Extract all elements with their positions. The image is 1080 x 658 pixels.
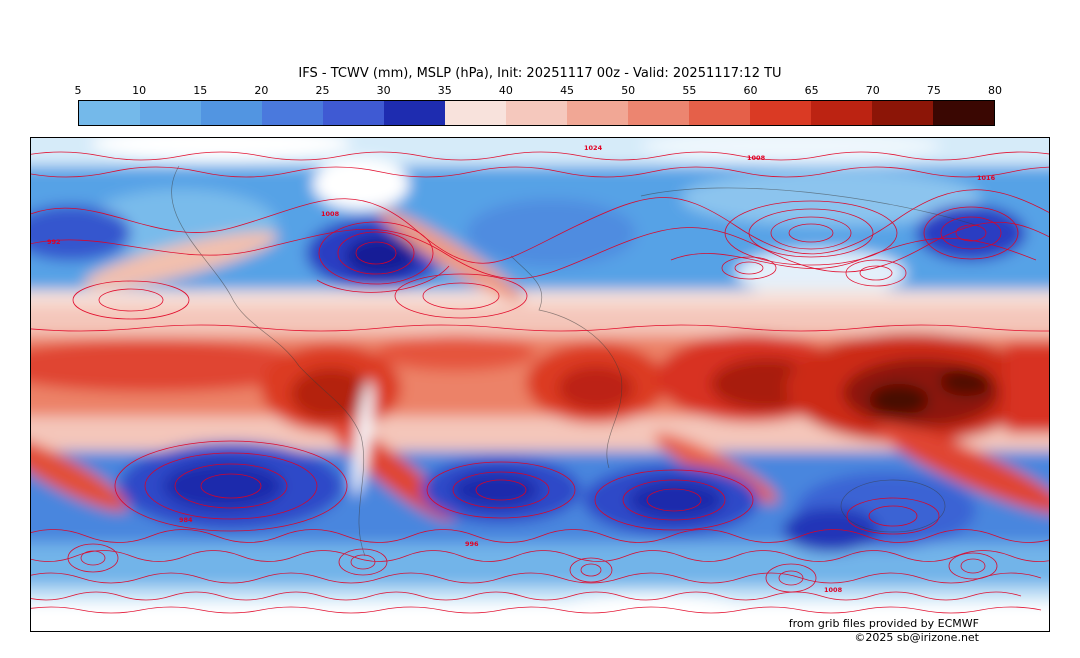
colorbar-cell [811,101,872,125]
colorbar-cell [445,101,506,125]
tcwv-field [31,138,1049,631]
contour-label: 1008 [321,210,340,218]
colorbar-cell [750,101,811,125]
colorbar-tick: 80 [988,84,1002,97]
contour-label: 1008 [747,154,766,162]
colorbar-cell [201,101,262,125]
colorbar-tick: 15 [193,84,208,97]
colorbar-cell [628,101,689,125]
attribution: from grib files provided by ECMWF ©2025 … [789,617,979,645]
colorbar-tick: 70 [865,84,880,97]
colorbar-cell [79,101,140,125]
mslp-contours [31,151,1049,614]
contour-label: 996 [465,540,479,548]
colorbar-cells [78,100,995,126]
colorbar-cell [262,101,323,125]
map-frame: 1024 1008 992 1008 1016 996 984 1008 fro… [30,137,1050,644]
colorbar-cell [689,101,750,125]
colorbar-tick: 75 [926,84,941,97]
contour-label: 1016 [977,174,996,182]
contour-label: 1024 [584,144,603,152]
colorbar-cell [384,101,445,125]
colorbar-cell [567,101,628,125]
attribution-source: from grib files provided by ECMWF [788,617,979,630]
colorbar-ticks: 5 10 15 20 25 30 35 40 45 50 55 60 65 70 75 80 [74,84,1003,98]
chart-title: IFS - TCWV (mm), MSLP (hPa), Init: 20251… [298,66,782,81]
colorbar-cell [872,101,933,125]
colorbar-tick: 60 [743,84,758,97]
colorbar-cell [506,101,567,125]
colorbar-tick: 65 [804,84,819,97]
map-canvas: 1024 1008 992 1008 1016 996 984 1008 [31,138,1049,631]
colorbar-tick: 30 [376,84,391,97]
colorbar-tick: 25 [315,84,330,97]
weather-map-svg [31,138,1049,631]
colorbar-tick: 45 [560,84,575,97]
colorbar: 5 10 15 20 25 30 35 40 45 50 55 60 65 70 75 80 [74,84,1003,126]
contour-label: 1008 [824,586,843,594]
colorbar-tick: 5 [74,84,82,97]
colorbar-tick: 20 [254,84,269,97]
colorbar-tick: 55 [682,84,697,97]
colorbar-tick: 35 [437,84,452,97]
colorbar-tick: 10 [132,84,147,97]
contour-label: 984 [179,516,193,524]
colorbar-tick: 50 [621,84,636,97]
colorbar-cell [140,101,201,125]
colorbar-tick: 40 [498,84,513,97]
contour-label: 992 [47,238,61,246]
colorbar-cell [323,101,384,125]
attribution-copyright: ©2025 sb@irizone.net [854,631,979,644]
colorbar-cell [933,101,994,125]
